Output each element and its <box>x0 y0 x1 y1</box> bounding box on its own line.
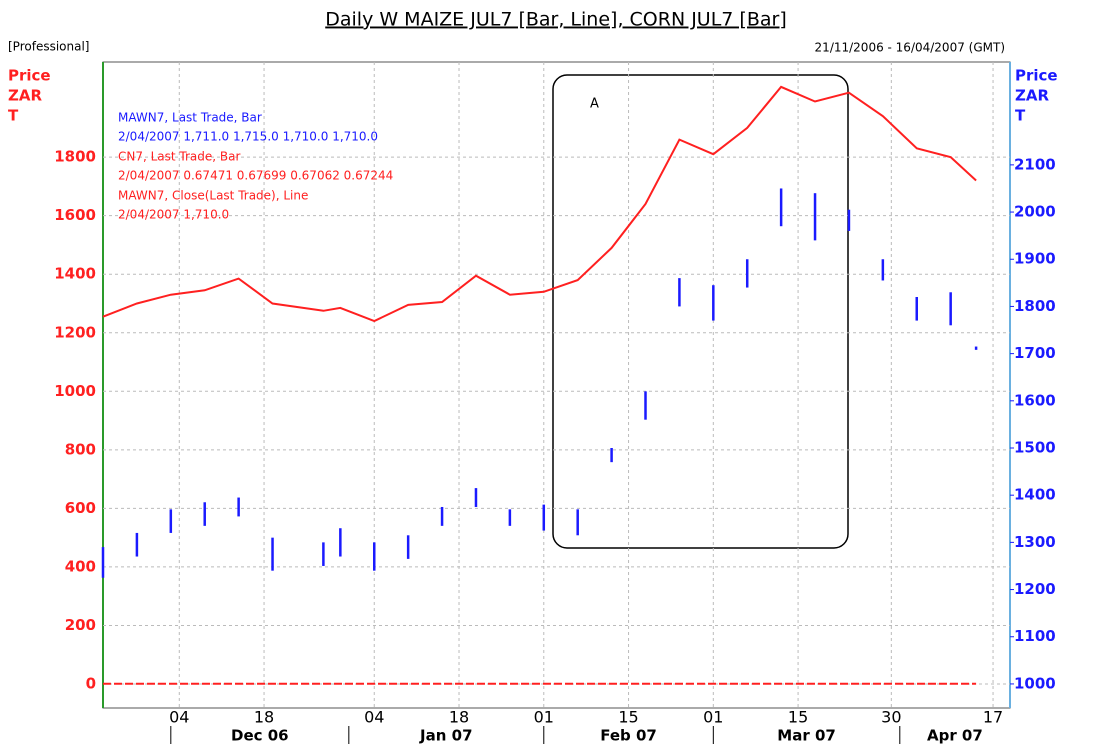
y-tick-label: 800 <box>65 440 96 458</box>
legend-detail: 2/04/2007 0.67471 0.67699 0.67062 0.6724… <box>118 169 393 183</box>
subtitle-right: 21/11/2006 - 16/04/2007 (GMT) <box>815 41 1005 55</box>
y2-tick-label: 2000 <box>1014 203 1056 221</box>
y2-axis-label: T <box>1015 107 1026 125</box>
y-axis-label: Price <box>8 67 51 85</box>
x-group-label: Apr 07 <box>927 727 983 744</box>
y-tick-label: 600 <box>65 499 96 517</box>
chart-title: Daily W MAIZE JUL7 [Bar, Line], CORN JUL… <box>325 9 787 31</box>
y2-tick-label: 1000 <box>1014 674 1056 692</box>
y-tick-label: 200 <box>65 616 96 634</box>
x-group-label: Dec 06 <box>231 727 289 744</box>
y2-tick-label: 1900 <box>1014 250 1056 268</box>
legend-label: CN7, Last Trade, Bar <box>118 150 240 164</box>
x-tick-label: 15 <box>618 708 638 727</box>
y2-tick-label: 1300 <box>1014 533 1056 551</box>
y-tick-label: 1200 <box>54 323 96 341</box>
y2-tick-label: 1700 <box>1014 344 1056 362</box>
x-group-label: Mar 07 <box>777 727 836 744</box>
legend-label: MAWN7, Last Trade, Bar <box>118 111 262 125</box>
x-tick-label: 30 <box>881 708 901 727</box>
y2-tick-label: 1600 <box>1014 391 1056 409</box>
y-tick-label: 1600 <box>54 206 96 224</box>
y-tick-label: 0 <box>86 674 96 692</box>
y2-axis-label: ZAR <box>1015 87 1049 105</box>
annotation-box <box>552 74 849 549</box>
close-line <box>102 85 977 323</box>
y2-tick-label: 1500 <box>1014 438 1056 456</box>
x-tick-label: 01 <box>534 708 554 727</box>
y-axis-label: ZAR <box>8 87 42 105</box>
x-tick-label: 18 <box>254 708 274 727</box>
y2-axis-label: Price <box>1015 67 1058 85</box>
legend-detail: 2/04/2007 1,710.0 <box>118 208 229 222</box>
y-tick-label: 1000 <box>54 382 96 400</box>
x-tick-label: 04 <box>364 708 384 727</box>
x-group-label: Feb 07 <box>600 727 657 744</box>
x-tick-label: 04 <box>169 708 189 727</box>
y-tick-label: 1800 <box>54 148 96 166</box>
x-tick-label: 01 <box>703 708 723 727</box>
y2-tick-label: 1200 <box>1014 580 1056 598</box>
subtitle-left: [Professional] <box>8 40 89 54</box>
y2-tick-label: 1800 <box>1014 297 1056 315</box>
y-tick-label: 1400 <box>54 265 96 283</box>
y-tick-label: 400 <box>65 557 96 575</box>
legend-label: MAWN7, Close(Last Trade), Line <box>118 189 308 203</box>
x-tick-label: 18 <box>449 708 469 727</box>
y-axis-label: T <box>8 107 19 125</box>
x-tick-label: 17 <box>983 708 1003 727</box>
x-tick-label: 15 <box>788 708 808 727</box>
x-group-label: Jan 07 <box>419 727 472 744</box>
y2-tick-label: 1100 <box>1014 627 1056 645</box>
y2-tick-label: 2100 <box>1014 155 1056 173</box>
annotation-label: A <box>590 97 599 112</box>
y2-tick-label: 1400 <box>1014 486 1056 504</box>
legend-detail: 2/04/2007 1,711.0 1,715.0 1,710.0 1,710.… <box>118 130 378 144</box>
